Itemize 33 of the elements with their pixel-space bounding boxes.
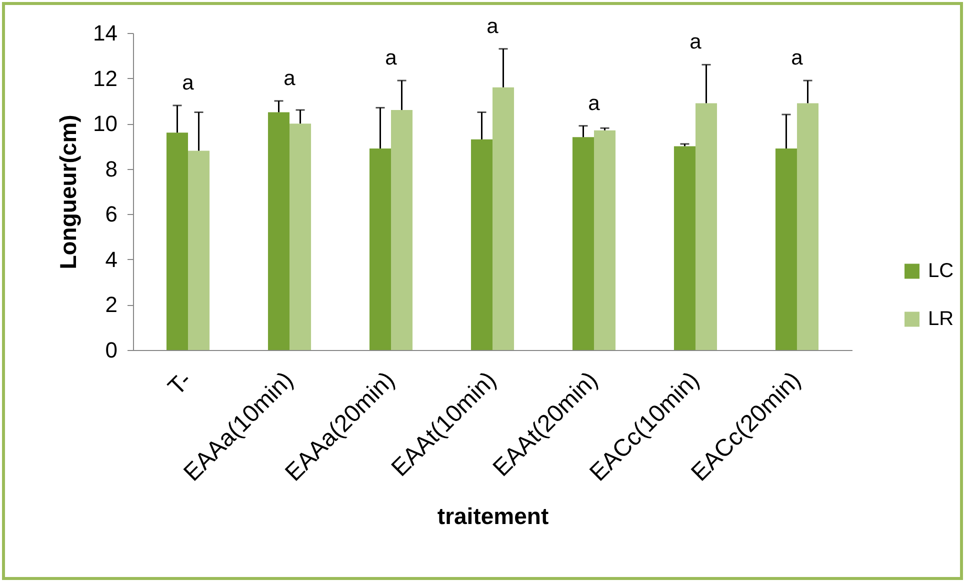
annotation: a	[284, 66, 296, 90]
legend-label: LC	[928, 260, 954, 282]
bar	[268, 112, 290, 350]
bar	[290, 124, 312, 350]
y-tick-label: 10	[93, 111, 118, 136]
annotation: a	[791, 46, 804, 70]
bar	[369, 148, 392, 350]
bar	[492, 87, 514, 350]
y-tick-label: 12	[93, 66, 118, 91]
bar	[674, 146, 696, 350]
bar	[775, 148, 797, 350]
annotation: a	[690, 30, 702, 54]
y-axis-title: Longueur(cm)	[55, 114, 82, 270]
bar	[695, 103, 718, 350]
y-tick-label: 14	[93, 20, 118, 46]
bar	[796, 103, 819, 350]
y-tick-label: 6	[105, 202, 118, 227]
bar	[166, 132, 188, 350]
y-tick-label: 2	[105, 292, 118, 318]
legend-label: LR	[928, 308, 954, 330]
bar	[470, 139, 492, 350]
annotation: a	[385, 46, 398, 70]
annotation: a	[588, 92, 600, 115]
y-tick-label: 0	[105, 338, 118, 362]
y-tick-label: 8	[105, 156, 118, 182]
bar	[594, 130, 616, 350]
x-axis-title: traitement	[437, 502, 549, 529]
annotation: a	[486, 14, 499, 38]
bar	[188, 150, 210, 350]
y-tick-label: 4	[105, 246, 118, 272]
annotation: a	[182, 71, 194, 94]
bar	[572, 137, 594, 350]
bar	[391, 110, 413, 350]
